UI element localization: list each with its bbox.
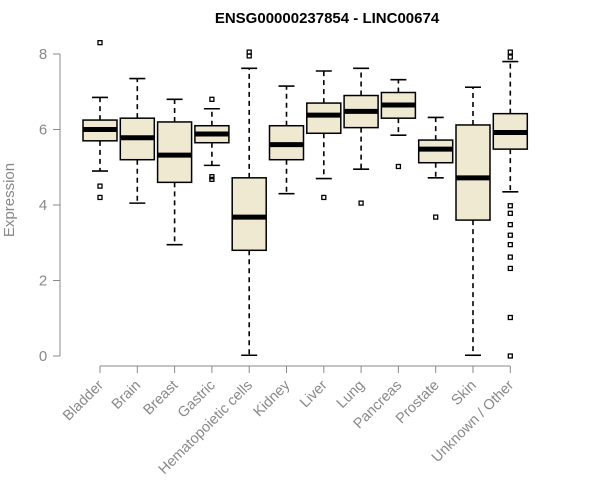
outlier-point [507, 314, 513, 321]
box-3 [156, 98, 193, 246]
outlier-point [507, 221, 513, 228]
x-tick-label: Breast [140, 378, 181, 419]
outlier-point [507, 353, 513, 359]
outlier-point [507, 265, 513, 272]
outlier-point [209, 96, 215, 102]
box-9 [380, 78, 417, 170]
box-2 [119, 77, 156, 204]
box-12 [492, 49, 529, 359]
outlier-point [507, 54, 513, 60]
box-5 [231, 49, 267, 357]
y-axis-label: Expression [1, 163, 18, 237]
x-tick-label: Bladder [60, 377, 107, 424]
y-axis: 0 2 4 6 8 [39, 46, 61, 365]
outlier-point [507, 232, 513, 238]
outlier-point [395, 163, 402, 170]
outlier-point [358, 200, 364, 206]
x-tick-label: Lung [334, 378, 368, 412]
y-tick-label: 8 [39, 46, 47, 63]
outlier-point [321, 194, 327, 201]
iqr-box [156, 121, 193, 184]
chart-title: ENSG00000237854 - LINC00674 [215, 10, 440, 27]
outlier-point [97, 40, 103, 46]
outlier-point [507, 210, 513, 216]
x-tick-label: Brain [109, 378, 144, 413]
box-7 [306, 70, 342, 201]
box-11 [455, 86, 491, 357]
box-1 [82, 40, 118, 201]
box-4 [194, 96, 230, 182]
outlier-point [507, 49, 513, 55]
box-6 [268, 85, 305, 195]
outlier-point [97, 194, 103, 201]
outlier-point [507, 241, 513, 248]
iqr-box [231, 177, 267, 252]
box-8 [343, 67, 379, 206]
plot-area [82, 40, 529, 359]
box-10 [417, 116, 454, 220]
iqr-box [455, 124, 491, 221]
outlier-point [507, 203, 513, 209]
outlier-point [246, 53, 252, 59]
outlier-point [433, 214, 439, 220]
iqr-box [306, 102, 342, 135]
x-tick-label: Skin [449, 378, 480, 409]
x-tick-label: Liver [297, 377, 331, 411]
x-tick-label: Kidney [251, 377, 294, 420]
y-tick-label: 6 [39, 122, 47, 139]
outlier-point [97, 183, 103, 189]
y-tick-label: 4 [39, 197, 47, 214]
y-tick-label: 2 [39, 273, 47, 290]
outlier-point [209, 176, 215, 182]
outlier-point [507, 254, 513, 260]
y-tick-label: 0 [39, 348, 47, 365]
